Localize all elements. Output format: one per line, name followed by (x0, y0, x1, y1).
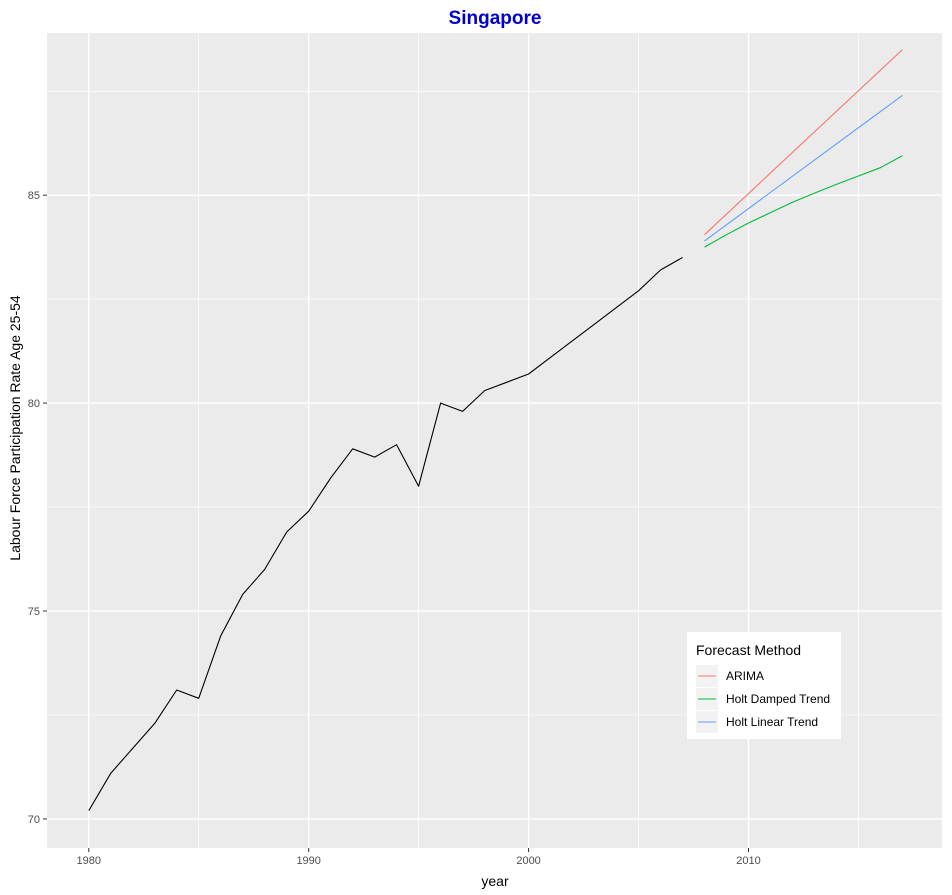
x-tick-label: 1990 (296, 855, 320, 867)
series-group (88, 49, 903, 811)
y-axis-title: Labour Force Participation Rate Age 25-5… (7, 295, 23, 561)
legend-title: Forecast Method (696, 642, 801, 658)
y-tick-label: 75 (28, 606, 40, 618)
x-tick-label: 2000 (516, 855, 540, 867)
legend-entry-label: Holt Linear Trend (726, 715, 818, 729)
chart-title: Singapore (449, 8, 542, 29)
legend: Forecast Method ARIMA Holt Damped Trend Ho… (687, 632, 841, 739)
x-tick-label: 1980 (77, 855, 101, 867)
series-line-holt-linear-trend (704, 94, 903, 242)
y-tick-label: 70 (28, 814, 40, 826)
y-tick-label: 85 (28, 190, 40, 202)
axis-ticks: 1980 1990 2000 2010 70 75 80 85 (28, 190, 761, 867)
x-tick-label: 2010 (736, 855, 760, 867)
series-line-history (88, 257, 683, 811)
series-line-holt-damped-trend (704, 155, 903, 248)
legend-entry-label: Holt Damped Trend (726, 692, 830, 706)
legend-entry-label: ARIMA (726, 669, 764, 683)
y-tick-label: 80 (28, 398, 40, 410)
series-line-arima (704, 49, 903, 236)
x-axis-title: year (481, 873, 509, 889)
grid-lines (47, 33, 942, 848)
legend-entries: ARIMA Holt Damped Trend Holt Linear Trend (696, 665, 830, 733)
